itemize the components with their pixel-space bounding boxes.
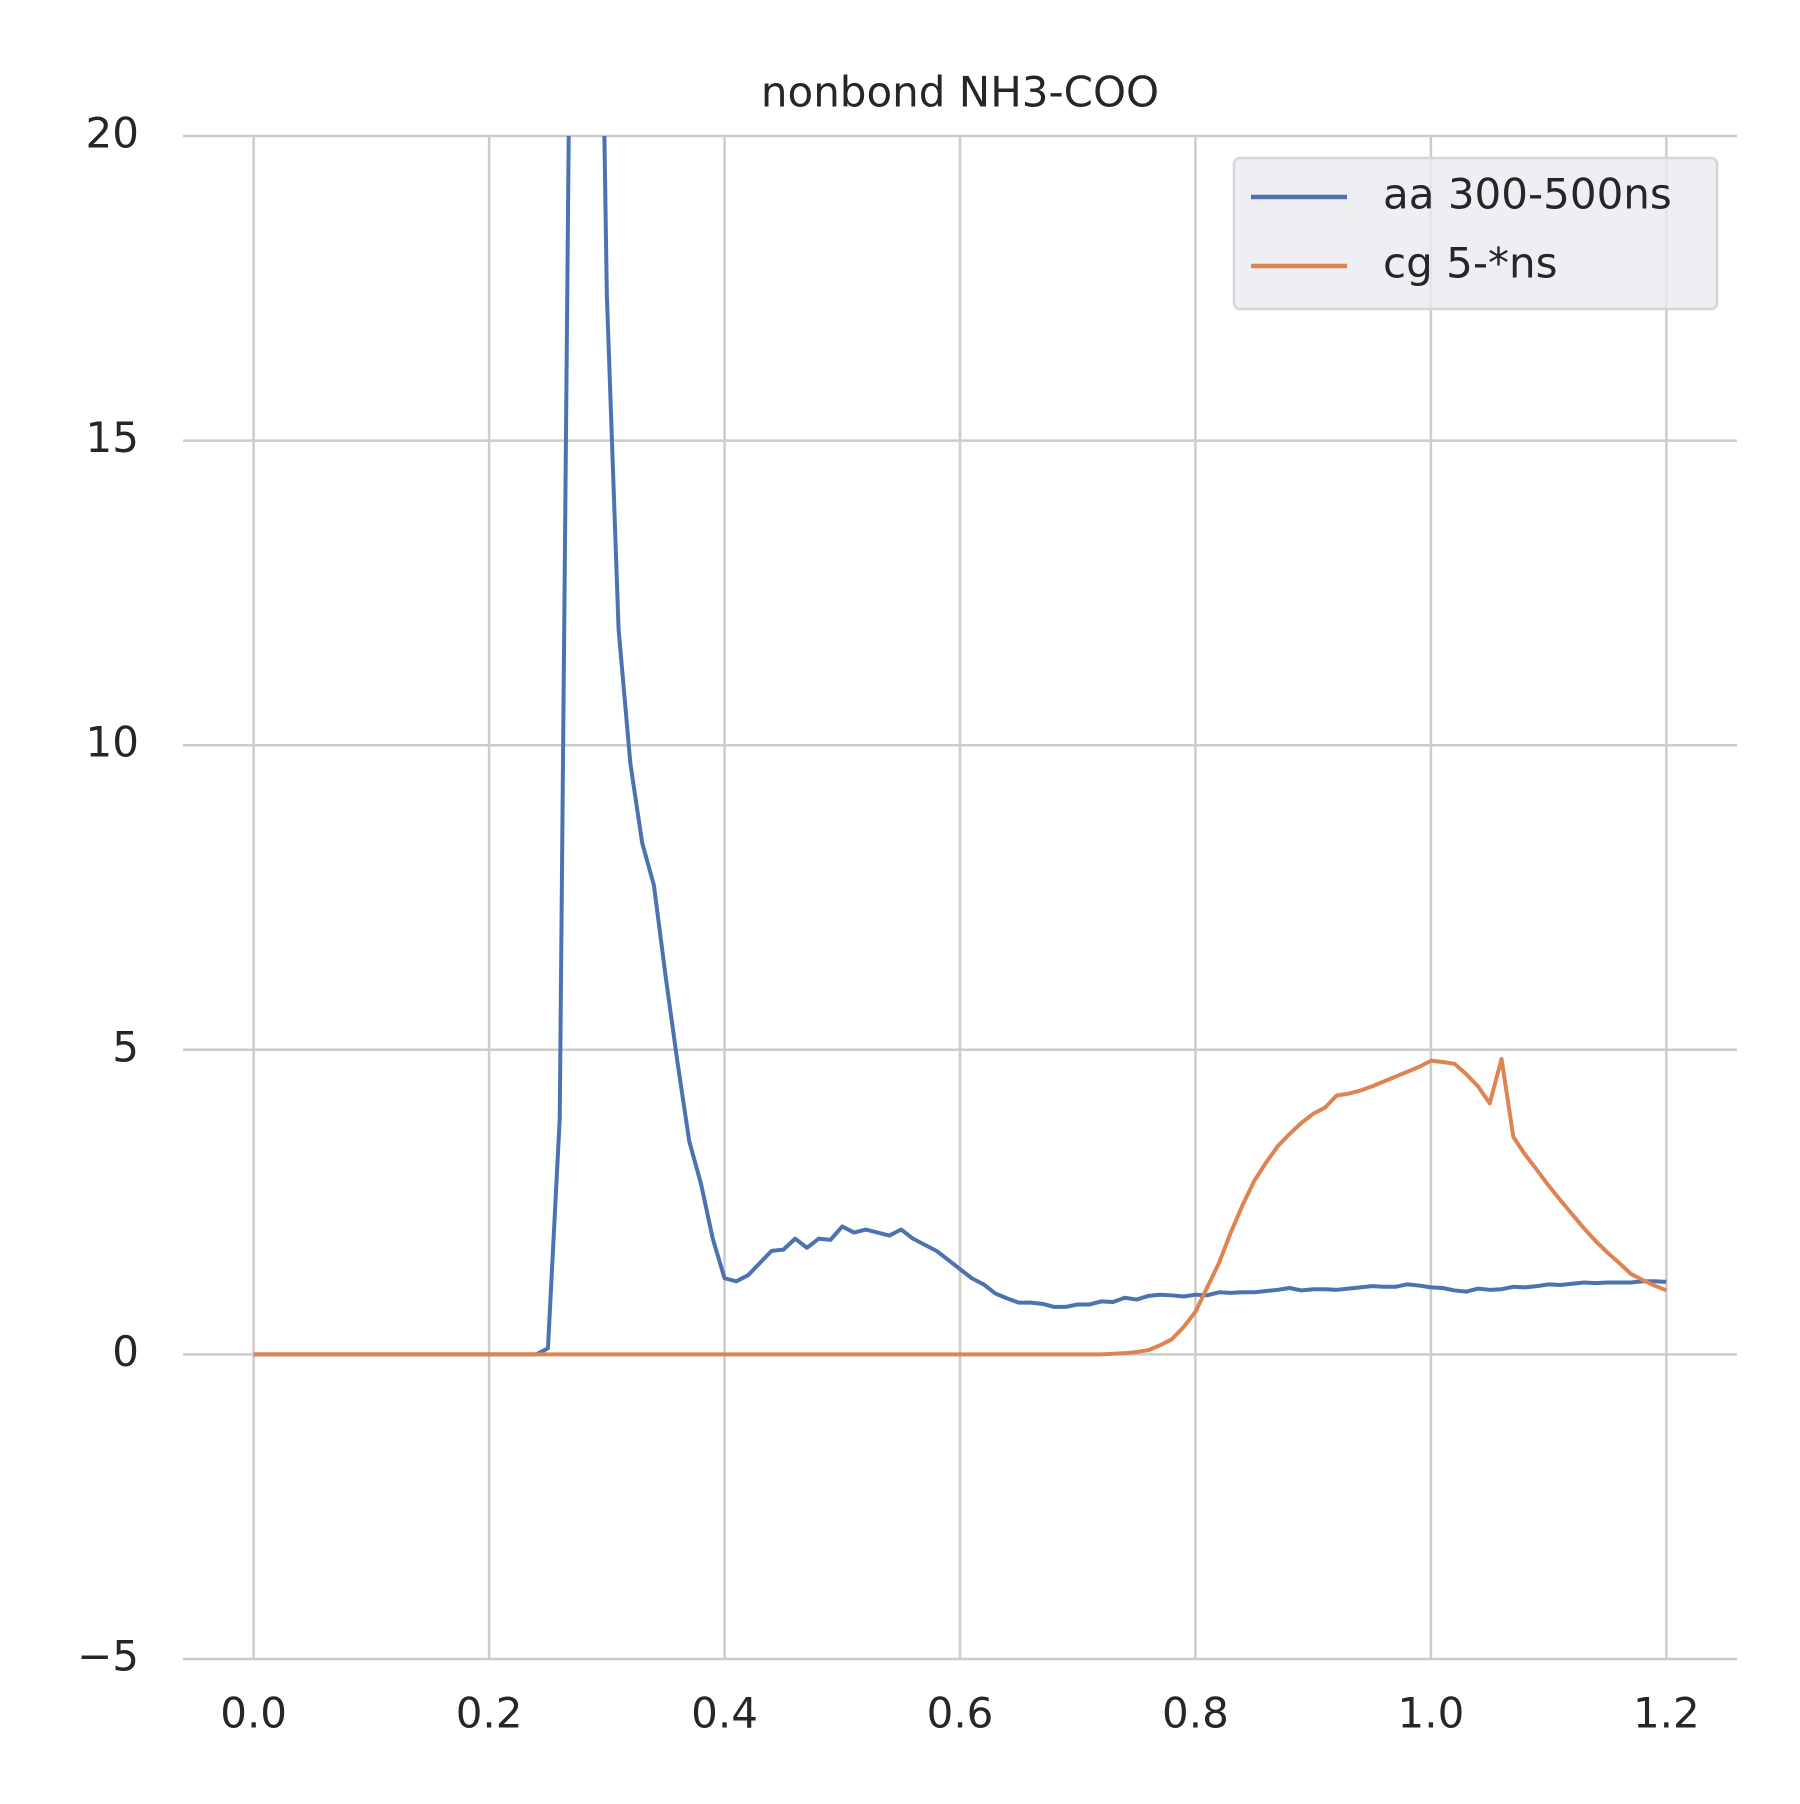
grid (183, 134, 1737, 1661)
y-tick-label: 10 (86, 718, 139, 767)
chart-title: nonbond NH3-COO (761, 68, 1159, 117)
x-tick-label: 0.8 (1162, 1689, 1229, 1738)
x-tick-label: 0.2 (456, 1689, 523, 1738)
plot-area (253, 136, 1668, 1357)
x-tick-label: 1.0 (1398, 1689, 1465, 1738)
y-tick-label: 20 (86, 109, 139, 158)
y-tick-label: 0 (112, 1327, 139, 1376)
series-line (253, 1056, 1668, 1357)
x-tick-label: 0.6 (927, 1689, 994, 1738)
y-tick-label: 5 (112, 1022, 139, 1071)
x-tick-label: 0.0 (220, 1689, 287, 1738)
legend: aa 300-500ns cg 5-*ns (1232, 156, 1719, 311)
legend-box (1232, 156, 1719, 311)
legend-label: aa 300-500ns (1383, 170, 1672, 219)
y-tick-label: −5 (77, 1632, 139, 1681)
y-tick-label: 15 (86, 413, 139, 462)
x-tick-label: 1.2 (1633, 1689, 1700, 1738)
legend-label: cg 5-*ns (1383, 239, 1557, 288)
x-tick-label: 0.4 (691, 1689, 758, 1738)
